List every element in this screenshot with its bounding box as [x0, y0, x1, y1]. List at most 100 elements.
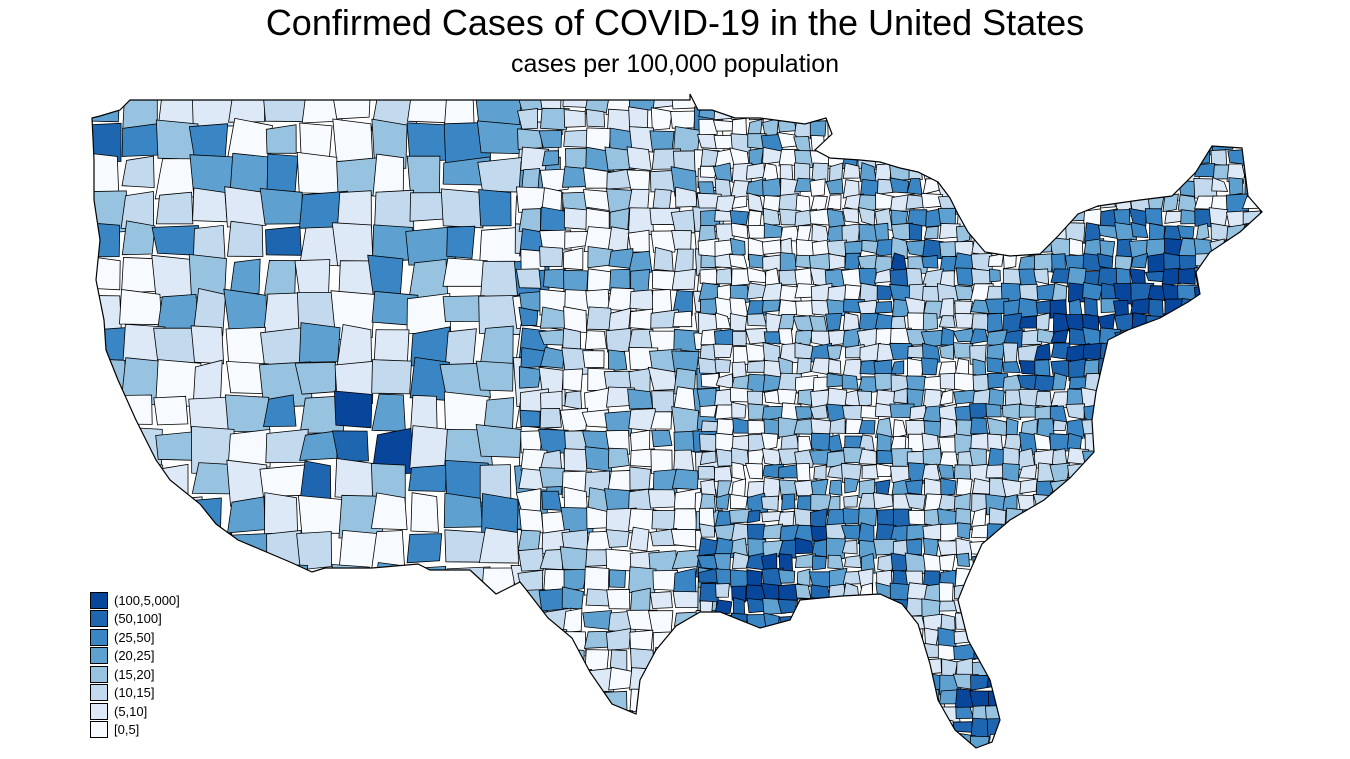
county — [1033, 268, 1050, 285]
county — [1196, 402, 1214, 425]
county — [729, 643, 752, 662]
county — [541, 711, 562, 737]
county — [446, 225, 476, 259]
county — [1050, 164, 1066, 186]
county — [1065, 147, 1091, 170]
county — [954, 252, 974, 269]
county — [626, 146, 652, 171]
county — [1020, 193, 1040, 211]
county — [1050, 568, 1069, 583]
county — [1226, 673, 1246, 690]
county — [988, 105, 1007, 120]
county — [92, 358, 127, 400]
county — [1066, 554, 1090, 570]
county — [906, 733, 926, 748]
county — [859, 703, 877, 720]
county — [1067, 117, 1084, 139]
county — [1005, 94, 1024, 103]
county — [1129, 345, 1151, 366]
county — [1243, 613, 1260, 632]
county — [793, 612, 813, 635]
county — [841, 643, 866, 660]
county — [1228, 418, 1250, 436]
county — [859, 642, 880, 658]
county — [1259, 643, 1262, 661]
legend-item: (20,25] — [90, 647, 180, 666]
county — [1242, 253, 1260, 269]
county — [794, 643, 815, 664]
county — [1145, 731, 1166, 748]
county — [1017, 103, 1038, 123]
county — [811, 104, 827, 120]
county — [985, 537, 1006, 555]
county — [715, 493, 730, 510]
county — [1145, 552, 1161, 576]
county — [857, 598, 879, 614]
county — [1195, 119, 1218, 135]
county — [1129, 704, 1147, 725]
county — [1050, 689, 1073, 706]
county — [694, 710, 717, 731]
county — [122, 94, 158, 131]
county — [986, 163, 1004, 185]
county — [1035, 390, 1053, 408]
county — [858, 420, 876, 435]
county — [1083, 672, 1104, 692]
county — [875, 463, 893, 478]
county — [713, 735, 732, 748]
county — [1163, 750, 1184, 759]
county — [762, 750, 779, 759]
county — [747, 419, 766, 435]
county — [1195, 222, 1210, 242]
county — [1082, 747, 1101, 748]
county — [262, 94, 307, 123]
county — [1099, 478, 1118, 496]
county — [905, 479, 924, 495]
county — [540, 627, 568, 657]
county — [1064, 569, 1087, 590]
county — [1196, 598, 1213, 618]
county — [1067, 462, 1088, 483]
county — [1227, 524, 1251, 541]
county — [1115, 749, 1134, 759]
county — [1067, 133, 1086, 151]
county — [1002, 361, 1021, 374]
county — [1082, 524, 1101, 542]
county — [872, 538, 897, 556]
county — [564, 390, 583, 410]
county — [1052, 103, 1067, 124]
county — [1257, 463, 1262, 483]
county — [778, 583, 799, 601]
county — [1018, 732, 1041, 748]
legend-swatch — [90, 647, 108, 665]
county — [1052, 207, 1072, 227]
county — [1180, 388, 1201, 411]
county — [985, 747, 1008, 748]
county — [1065, 222, 1086, 244]
county — [970, 583, 987, 605]
county — [1097, 599, 1115, 619]
county — [908, 509, 929, 526]
county — [714, 94, 737, 104]
county — [699, 94, 718, 108]
county — [969, 192, 995, 214]
county — [1017, 643, 1038, 659]
county — [811, 555, 827, 571]
county — [1116, 403, 1133, 420]
county — [1163, 478, 1185, 494]
county — [921, 103, 946, 122]
county — [810, 330, 830, 347]
county — [889, 672, 907, 691]
county — [909, 627, 924, 646]
county — [825, 659, 843, 678]
county — [1229, 749, 1244, 759]
county — [1242, 676, 1260, 691]
county — [827, 358, 842, 375]
county — [671, 230, 692, 252]
county — [811, 688, 834, 708]
county — [731, 401, 747, 419]
county — [812, 376, 829, 393]
county — [793, 704, 818, 720]
county — [653, 246, 674, 272]
county — [970, 178, 986, 193]
